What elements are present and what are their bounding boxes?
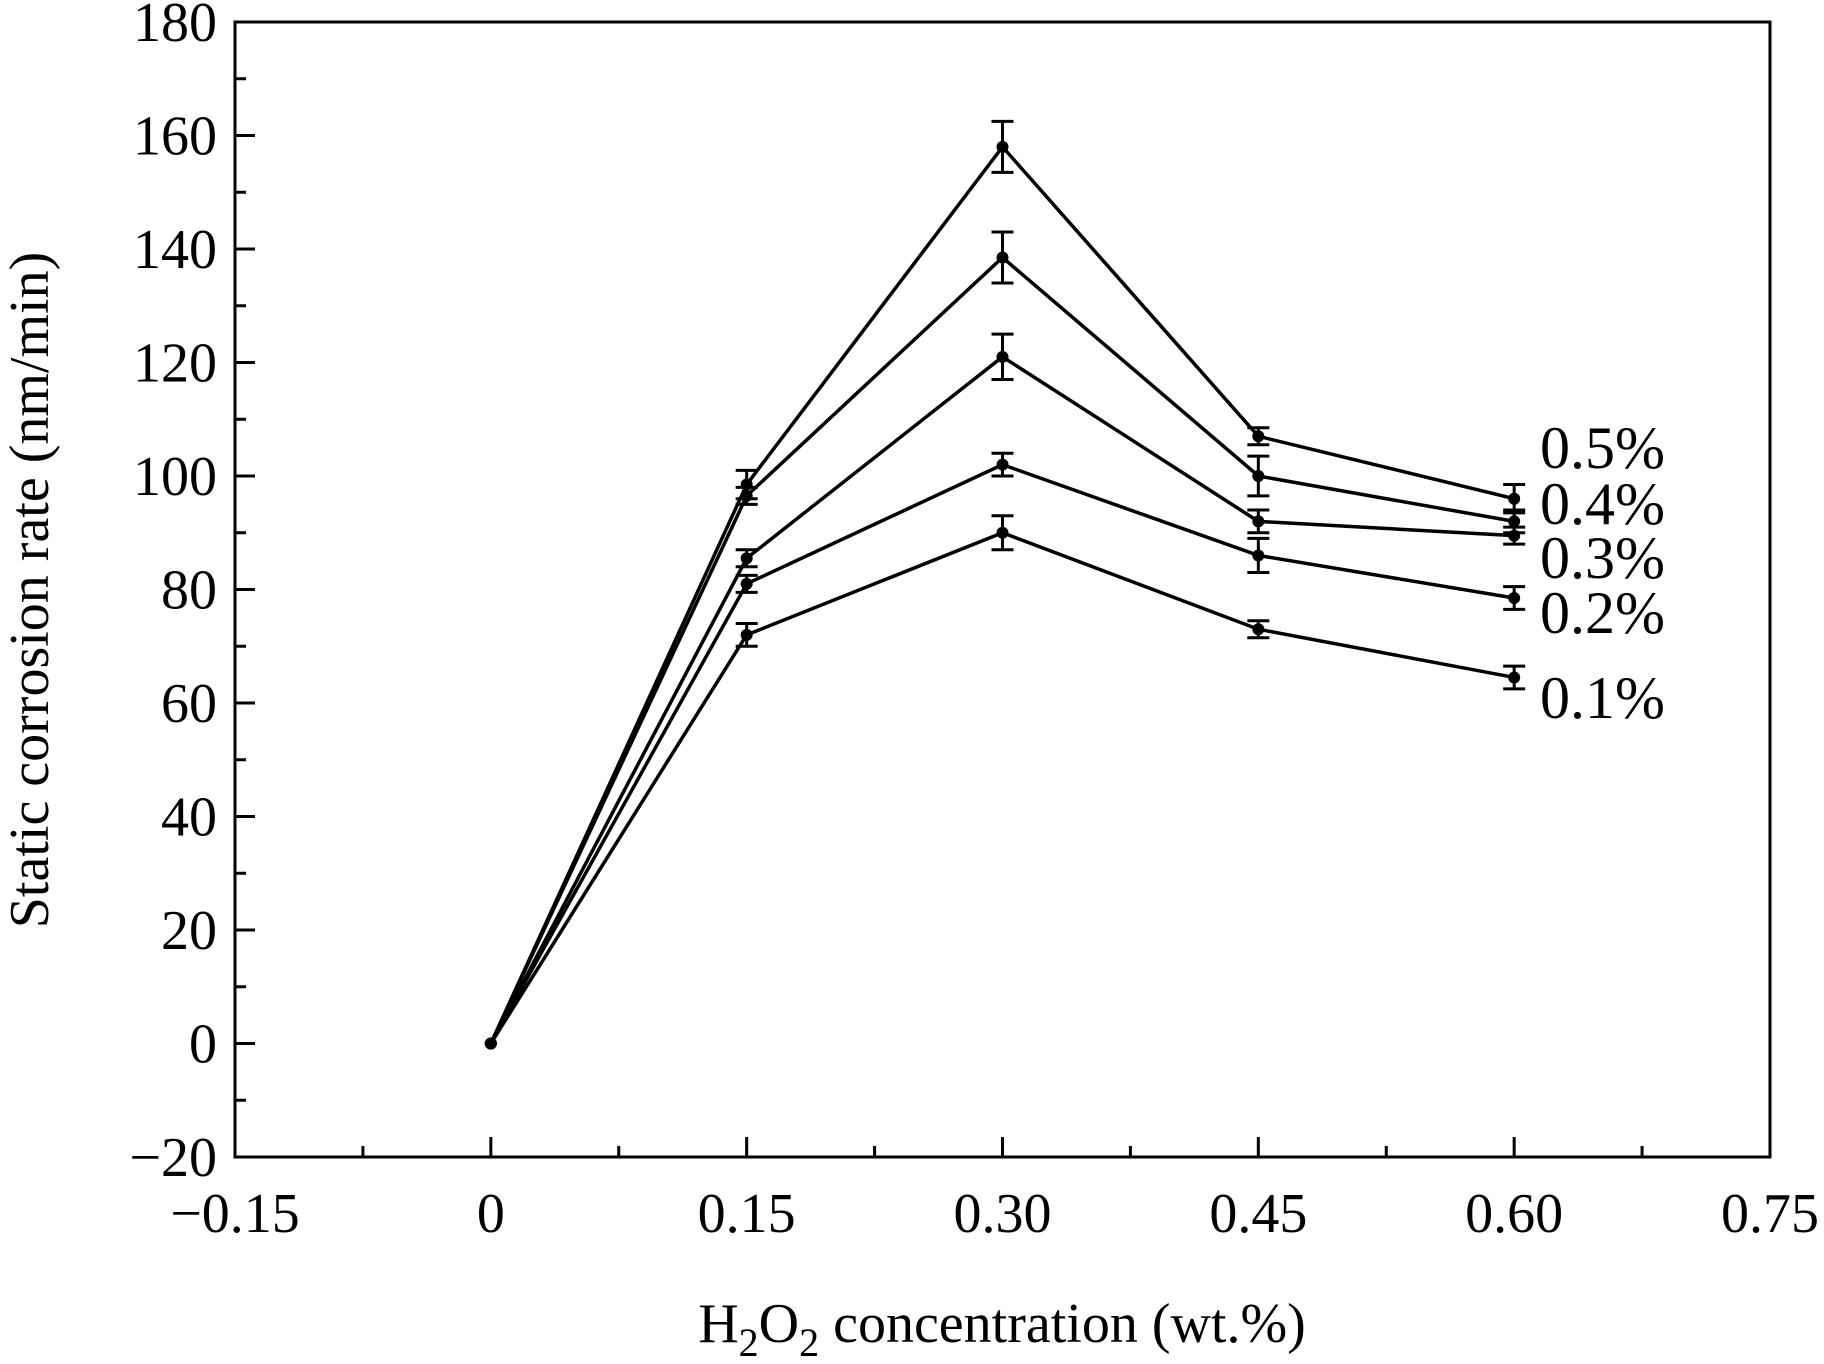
data-point	[1252, 515, 1265, 528]
x-axis-title-part: concentration (wt.%)	[819, 1293, 1306, 1355]
data-point	[740, 552, 753, 565]
series-label: 0.2%	[1540, 580, 1665, 646]
y-tick-label: 120	[133, 333, 217, 395]
data-point	[996, 458, 1009, 471]
x-tick-label: 0.75	[1721, 1183, 1819, 1245]
x-axis-title-part: H	[698, 1293, 738, 1355]
y-tick-label: 40	[161, 787, 217, 849]
data-point	[996, 350, 1009, 363]
x-tick-label: 0.60	[1465, 1183, 1563, 1245]
data-point	[1508, 592, 1521, 605]
series-line	[489, 530, 1515, 1045]
series-label: 0.5%	[1540, 415, 1665, 481]
series-layer	[484, 119, 1526, 1050]
x-tick-label: 0.15	[698, 1183, 796, 1245]
data-point	[1508, 529, 1521, 542]
x-axis-title-part: O	[759, 1293, 799, 1355]
data-point	[484, 1037, 497, 1050]
x-axis-title-sub: 2	[739, 1320, 759, 1364]
data-point	[1252, 549, 1265, 562]
data-point	[740, 489, 753, 502]
y-tick-label: 0	[189, 1014, 217, 1076]
x-tick-label: 0	[477, 1183, 505, 1245]
data-point	[1252, 470, 1265, 482]
x-tick-label: 0.45	[1209, 1183, 1307, 1245]
series-label: 0.3%	[1540, 525, 1665, 591]
y-tick-label: 180	[133, 0, 217, 54]
y-tick-label: −20	[129, 1127, 217, 1189]
ticks-layer: −0.15 0 0.15 0.30 0.45 0.60 0.75 −20 0 20 40 60 80 10…	[129, 0, 1819, 1245]
y-tick-label: 20	[161, 900, 217, 962]
data-point	[1508, 671, 1521, 684]
y-tick-label: 140	[133, 219, 217, 281]
data-point	[740, 628, 753, 641]
x-axis-title: H2O2 concentration (wt.%)	[698, 1293, 1306, 1364]
data-point	[996, 140, 1009, 153]
data-point	[996, 251, 1009, 264]
series-label: 0.4%	[1540, 471, 1665, 537]
y-tick-label: 160	[133, 106, 217, 168]
data-point	[1252, 430, 1265, 443]
labels-layer: 0.5%0.4%0.3%0.2% 0.1%	[1540, 415, 1665, 731]
y-axis-title: Static corrosion rate (nm/min)	[0, 252, 61, 928]
y-tick-label: 80	[161, 560, 217, 622]
data-point	[996, 526, 1009, 539]
data-point	[1508, 515, 1521, 528]
y-tick-label: 100	[133, 446, 217, 508]
x-tick-label: −0.15	[170, 1183, 300, 1245]
x-axis-title-sub: 2	[799, 1320, 819, 1364]
data-point	[740, 577, 753, 590]
data-point	[1252, 623, 1265, 636]
y-tick-label: 60	[161, 673, 217, 735]
series-label: 0.1%	[1540, 665, 1665, 731]
data-point	[1508, 492, 1521, 505]
x-tick-label: 0.30	[954, 1183, 1052, 1245]
